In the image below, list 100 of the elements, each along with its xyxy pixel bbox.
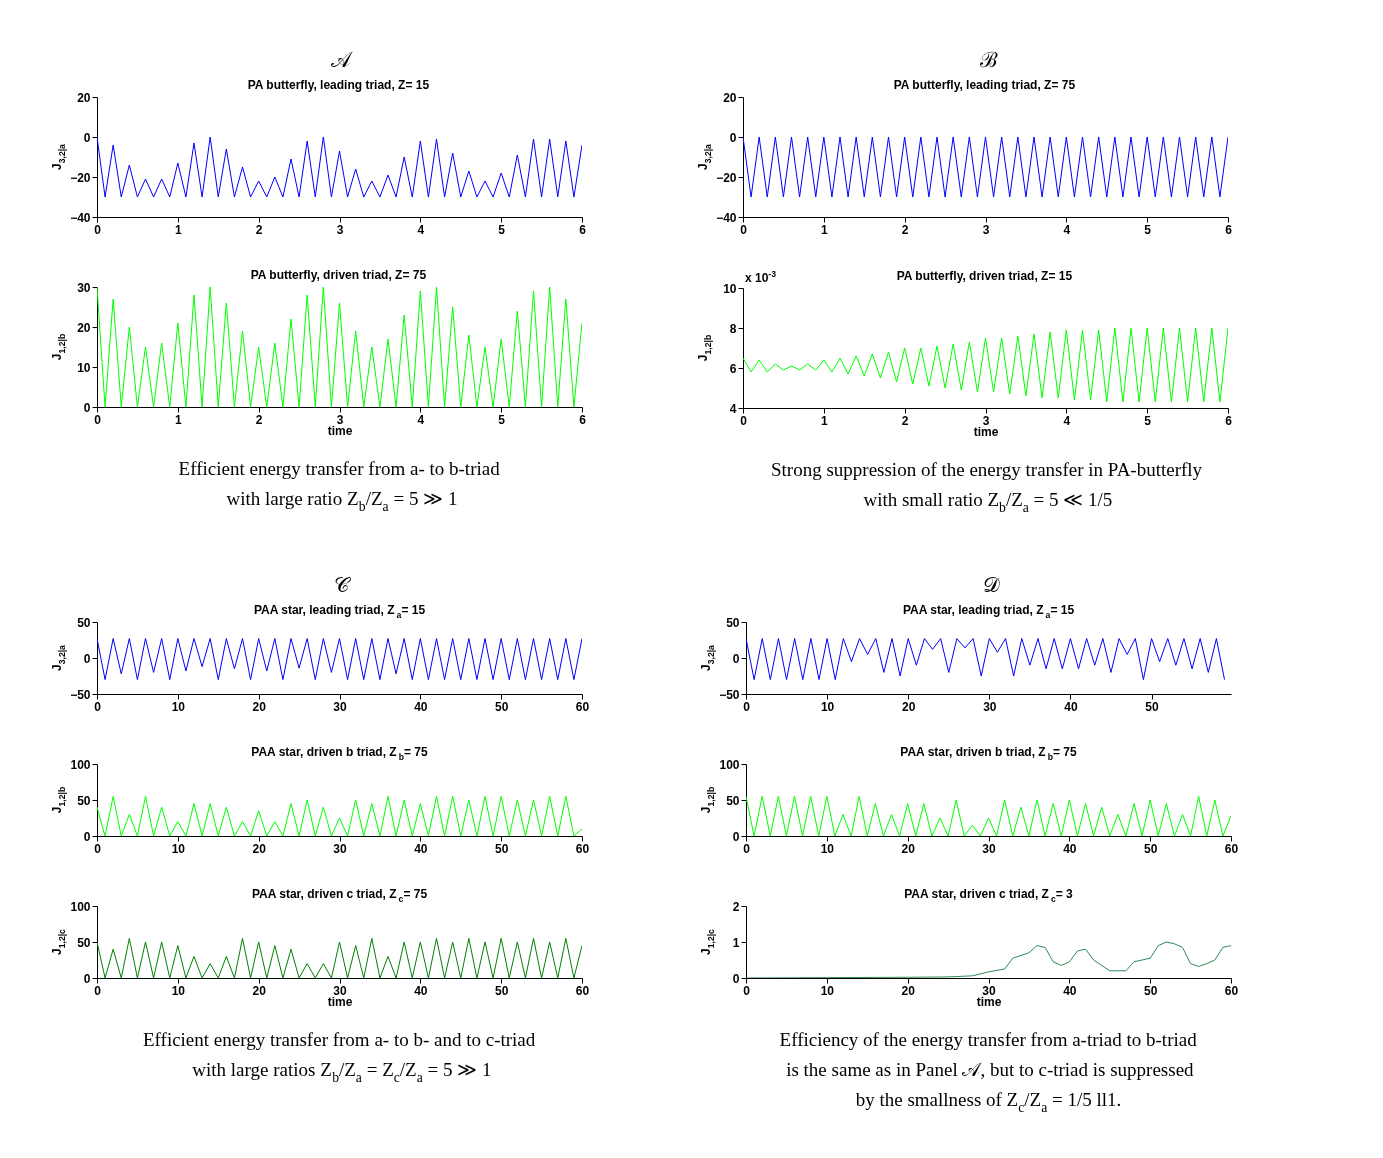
y-axis-title: J3,2|a bbox=[699, 644, 716, 671]
x-tick-label: 1 bbox=[174, 412, 182, 427]
x-tick-label: 10 bbox=[820, 983, 835, 998]
y-tick-label: 0 bbox=[732, 971, 740, 986]
y-tick-label: 100 bbox=[719, 757, 740, 772]
y-axis-title: J1,2|c bbox=[699, 928, 716, 955]
x-tick-label: 3 bbox=[982, 222, 990, 237]
text: is the same as in Panel 𝒜, but to c-triad is suppressed bbox=[786, 1059, 1195, 1080]
y-tick-label: 50 bbox=[726, 793, 740, 808]
text: 𝒞 bbox=[334, 573, 352, 597]
x-tick-label: 20 bbox=[902, 699, 916, 714]
x-tick-label: 50 bbox=[494, 983, 509, 998]
y-axis-title: J3,2|a bbox=[50, 143, 67, 170]
x-tick-label: 20 bbox=[901, 841, 916, 856]
x-tick-label: 20 bbox=[901, 983, 916, 998]
line-series bbox=[743, 327, 1228, 403]
x-tick-label: 30 bbox=[982, 841, 996, 856]
chart-title: PA butterfly, leading triad, Z= 15 bbox=[247, 78, 430, 92]
x-tick-label: 20 bbox=[252, 983, 267, 998]
x-tick-label: 50 bbox=[494, 699, 509, 714]
x-tick-label: 50 bbox=[494, 841, 509, 856]
x-tick-label: 40 bbox=[414, 841, 428, 856]
y-tick-label: 0 bbox=[83, 829, 91, 844]
x-tick-label: 3 bbox=[336, 222, 344, 237]
y-tick-label: −40 bbox=[716, 210, 737, 225]
x-tick-label: 30 bbox=[333, 841, 347, 856]
y-tick-label: −50 bbox=[719, 687, 740, 702]
x-tick-label: 1 bbox=[174, 222, 182, 237]
x-tick-label: 60 bbox=[575, 841, 590, 856]
text: 𝒜 bbox=[331, 48, 354, 72]
y-tick-label: 4 bbox=[729, 401, 737, 416]
chart-title: PA butterfly, leading triad, Z= 75 bbox=[893, 78, 1076, 92]
x-tick-label: 30 bbox=[983, 699, 997, 714]
y-tick-label: 6 bbox=[729, 361, 737, 376]
x-tick-label: 10 bbox=[171, 699, 186, 714]
text: Efficiency of the energy transfer from a-triad to b-triad bbox=[779, 1029, 1198, 1050]
x-tick-label: 0 bbox=[94, 983, 102, 998]
y-tick-label: 0 bbox=[83, 971, 91, 986]
x-tick-label: 4 bbox=[1063, 222, 1071, 237]
x-tick-label: 6 bbox=[579, 222, 587, 237]
y-axis-title: J1,2|b bbox=[696, 334, 713, 362]
y-tick-label: 100 bbox=[70, 757, 91, 772]
line-series bbox=[97, 638, 582, 681]
text: Strong suppression of the energy transfer in PA-butterfly bbox=[770, 459, 1203, 480]
x-tick-label: 0 bbox=[94, 222, 102, 237]
x-tick-label: 4 bbox=[417, 412, 425, 427]
y-tick-label: −50 bbox=[70, 687, 91, 702]
x-tick-label: 0 bbox=[94, 841, 102, 856]
x-tick-label: 40 bbox=[414, 699, 428, 714]
y-tick-label: 0 bbox=[729, 130, 737, 145]
x-tick-label: 10 bbox=[820, 699, 835, 714]
y-tick-label: 10 bbox=[77, 360, 91, 375]
x-tick-label: 0 bbox=[743, 699, 751, 714]
line-series bbox=[97, 136, 582, 198]
y-axis-title: J3,2|a bbox=[696, 143, 713, 170]
y-axis-title: J1,2|b bbox=[50, 786, 67, 814]
x-tick-label: 2 bbox=[901, 222, 909, 237]
x-tick-label: 50 bbox=[1143, 983, 1158, 998]
line-series bbox=[746, 638, 1226, 681]
y-tick-label: −20 bbox=[70, 170, 91, 185]
y-tick-label: 0 bbox=[732, 829, 740, 844]
y-tick-label: 20 bbox=[723, 90, 737, 105]
y-tick-label: 0 bbox=[732, 651, 740, 666]
x-tick-label: 60 bbox=[575, 983, 590, 998]
y-axis-title: J1,2|b bbox=[50, 333, 67, 361]
x-tick-label: 6 bbox=[1225, 413, 1233, 428]
y-tick-label: 0 bbox=[83, 130, 91, 145]
x-tick-label: 40 bbox=[1063, 841, 1077, 856]
y-axis-title: J1,2|c bbox=[50, 928, 67, 955]
x-tick-label: 1 bbox=[820, 413, 828, 428]
x-tick-label: 20 bbox=[252, 699, 267, 714]
text: Efficient energy transfer from a- to b- and to c-triad bbox=[142, 1029, 536, 1050]
x-tick-label: 6 bbox=[579, 412, 587, 427]
y-tick-label: 10 bbox=[723, 281, 737, 296]
x-tick-label: 5 bbox=[1144, 222, 1152, 237]
x-tick-label: 10 bbox=[820, 841, 835, 856]
x-tick-label: 1 bbox=[820, 222, 828, 237]
y-tick-label: 30 bbox=[77, 280, 91, 295]
x-tick-label: 5 bbox=[1144, 413, 1152, 428]
y-tick-label: 100 bbox=[70, 899, 91, 914]
x-tick-label: 40 bbox=[414, 983, 428, 998]
y-tick-label: 2 bbox=[732, 899, 740, 914]
x-tick-label: 10 bbox=[171, 983, 186, 998]
y-tick-label: 50 bbox=[77, 935, 91, 950]
x-tick-label: 4 bbox=[417, 222, 425, 237]
x-tick-label: 40 bbox=[1063, 983, 1077, 998]
x-tick-label: 2 bbox=[901, 413, 909, 428]
x-tick-label: 5 bbox=[498, 412, 506, 427]
y-tick-label: 0 bbox=[83, 400, 91, 415]
y-tick-label: 1 bbox=[732, 935, 740, 950]
y-tick-label: 50 bbox=[77, 615, 91, 630]
x-tick-label: 10 bbox=[171, 841, 186, 856]
x-tick-label: 4 bbox=[1063, 413, 1071, 428]
x-tick-label: 50 bbox=[1143, 841, 1158, 856]
y-tick-label: 20 bbox=[77, 320, 91, 335]
x-tick-label: 30 bbox=[333, 699, 347, 714]
x-tick-label: 40 bbox=[1064, 699, 1078, 714]
x-tick-label: 60 bbox=[1224, 841, 1239, 856]
x-tick-label: 0 bbox=[743, 841, 751, 856]
x-tick-label: 5 bbox=[498, 222, 506, 237]
